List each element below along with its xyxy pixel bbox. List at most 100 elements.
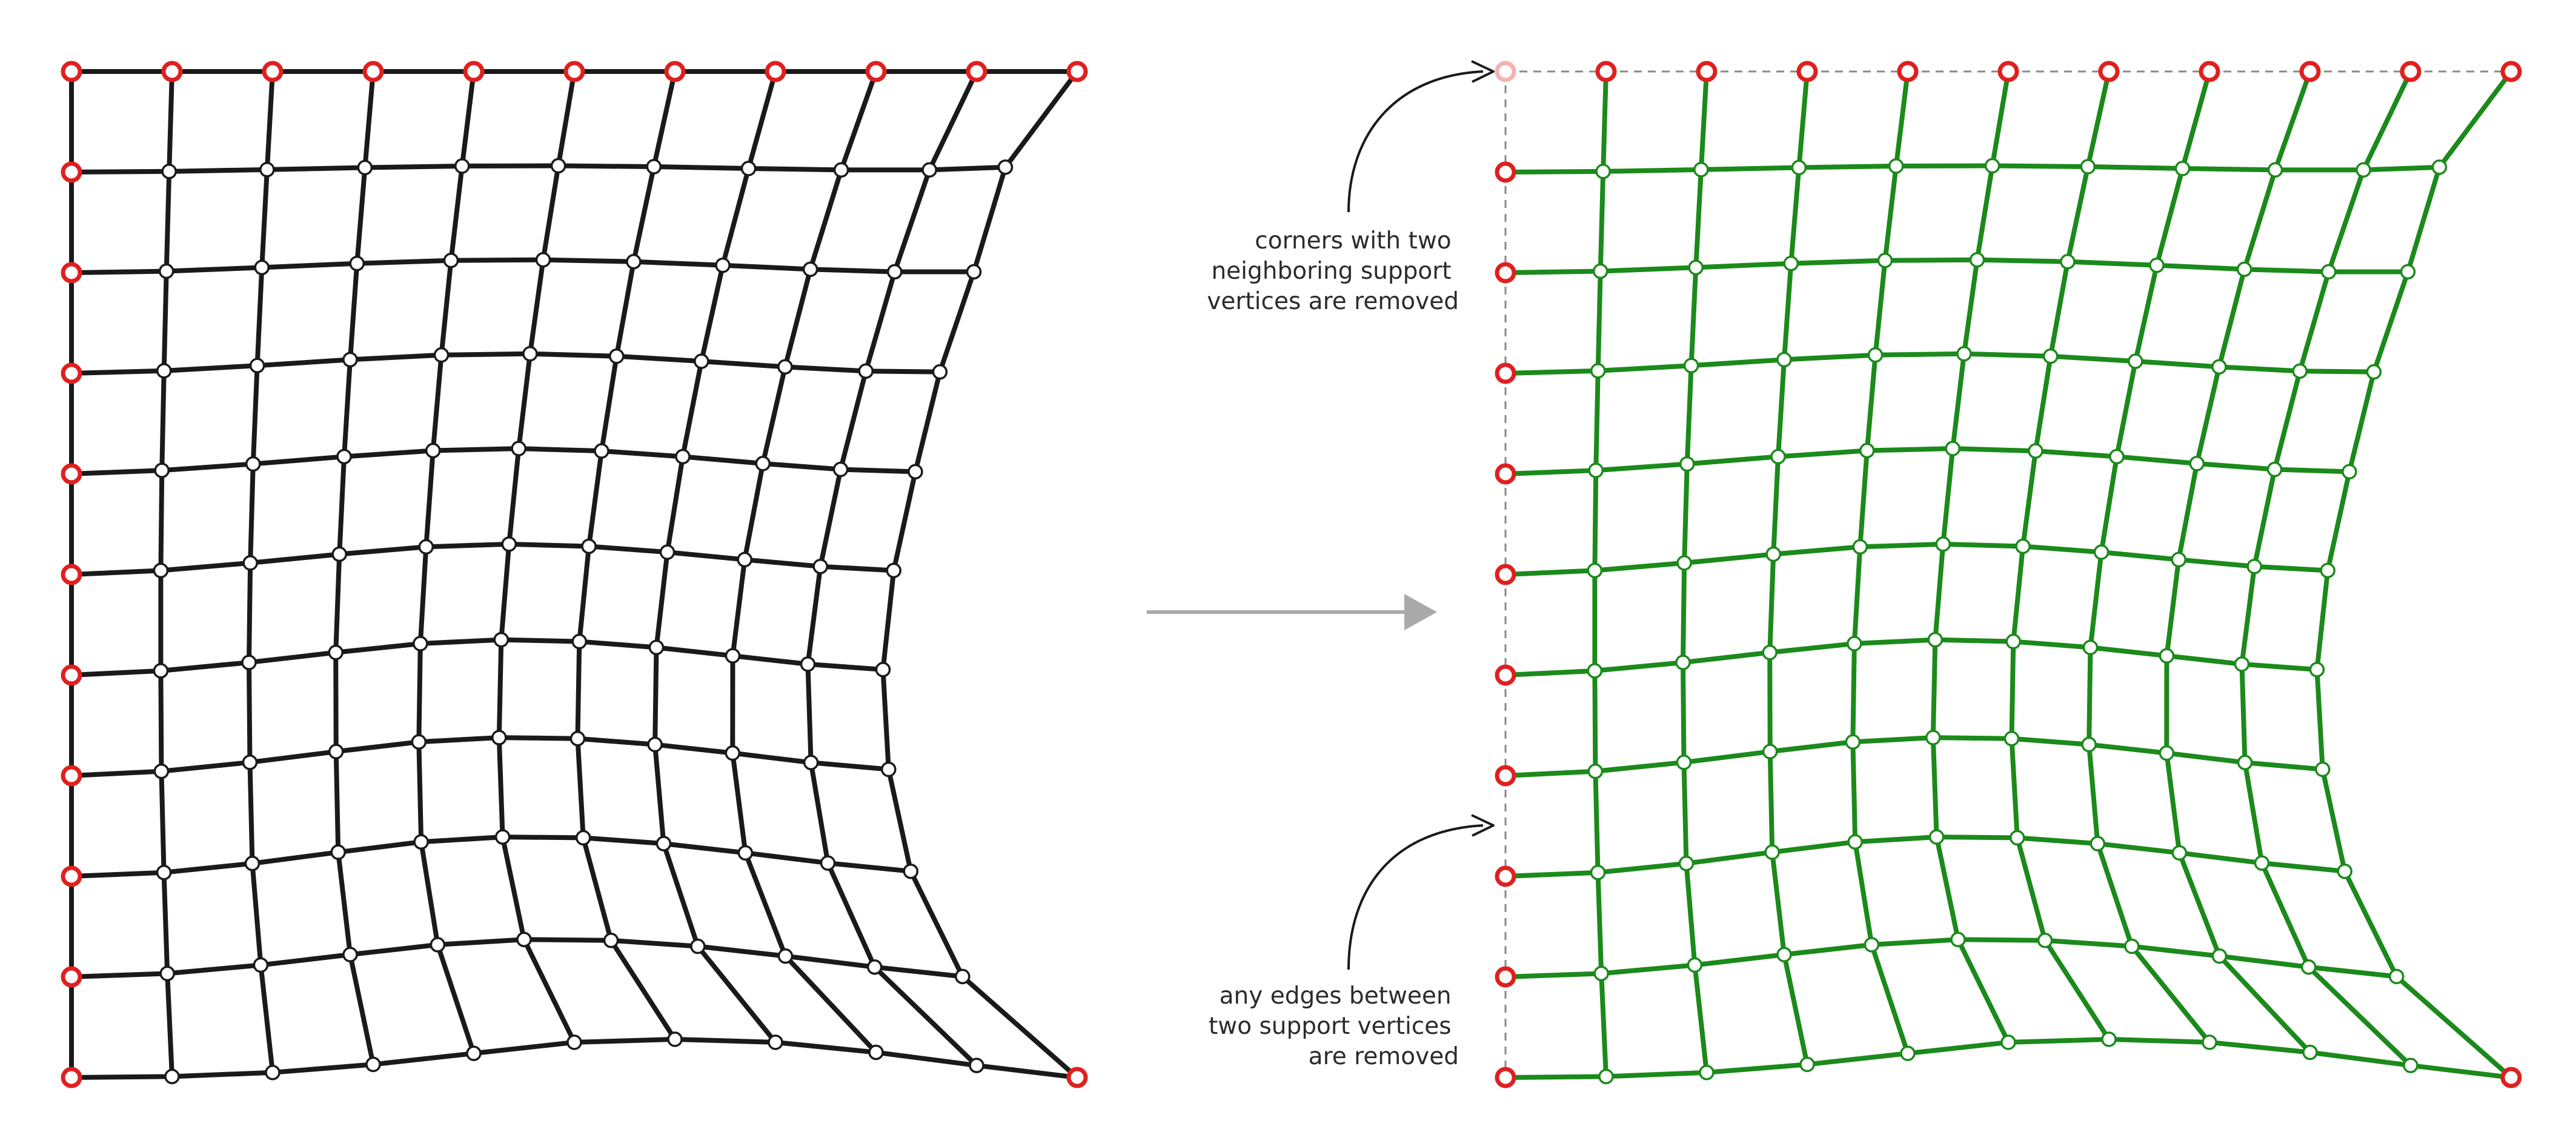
mesh-edge bbox=[159, 759, 253, 774]
mesh-edge bbox=[159, 368, 167, 473]
mesh-edge bbox=[69, 468, 165, 476]
mesh-edge bbox=[2133, 359, 2222, 370]
mesh-edge bbox=[1599, 971, 1608, 1079]
mesh-edge bbox=[874, 1050, 979, 1068]
mesh-edge bbox=[1873, 351, 1967, 358]
mesh-edge bbox=[2114, 454, 2200, 466]
mesh-vertex bbox=[2128, 353, 2143, 369]
mesh-edge bbox=[499, 637, 582, 644]
mesh-edge bbox=[699, 359, 788, 370]
mesh-edge bbox=[2095, 841, 2182, 856]
mesh-edge bbox=[336, 850, 353, 958]
mesh-edge bbox=[908, 868, 965, 979]
support-vertex bbox=[262, 61, 284, 82]
mesh-vertex bbox=[921, 162, 937, 178]
mesh-vertex bbox=[886, 562, 901, 579]
mesh-vertex bbox=[886, 264, 903, 280]
mesh-edge bbox=[1503, 870, 1601, 879]
mesh-edge bbox=[1796, 164, 1899, 170]
mesh-vertex bbox=[357, 159, 373, 176]
mesh-edge bbox=[416, 735, 502, 745]
mesh-edge bbox=[746, 69, 778, 172]
annotation-bottom-line-3: are removed bbox=[1309, 1043, 1459, 1070]
mesh-vertex bbox=[2010, 830, 2025, 846]
mesh-vertex bbox=[1588, 462, 1604, 478]
mesh-vertex bbox=[576, 830, 591, 846]
right-arrow-icon bbox=[1147, 594, 1437, 630]
mesh-vertex bbox=[608, 348, 625, 364]
support-vertex bbox=[161, 61, 183, 82]
mesh-vertex bbox=[2366, 364, 2382, 380]
mesh-edge bbox=[270, 1062, 376, 1075]
mesh-edge bbox=[1593, 461, 1690, 473]
mesh-edge bbox=[2314, 667, 2325, 772]
mesh-vertex bbox=[1764, 844, 1780, 860]
mesh-edge bbox=[1933, 637, 2016, 644]
mesh-edge bbox=[1692, 962, 1709, 1075]
mesh-edge bbox=[2011, 544, 2026, 644]
mesh-edge bbox=[165, 971, 174, 1079]
mesh-edge bbox=[371, 1051, 476, 1067]
mesh-edge bbox=[1767, 739, 1856, 755]
mesh-edge bbox=[1698, 165, 1802, 172]
mesh-edge bbox=[250, 861, 264, 968]
support-vertex bbox=[61, 765, 82, 787]
mesh-vertex bbox=[516, 931, 532, 947]
mesh-edge bbox=[1595, 870, 1604, 976]
mesh-edge bbox=[665, 550, 748, 562]
mesh-edge bbox=[2020, 544, 2104, 555]
mesh-vertex bbox=[594, 443, 609, 459]
mesh-edge bbox=[1961, 257, 1980, 356]
mesh-edge bbox=[1940, 541, 2026, 549]
mesh-edge bbox=[435, 937, 526, 947]
mesh-vertex bbox=[241, 655, 257, 670]
mesh-edge bbox=[1950, 446, 2038, 454]
mesh-edge bbox=[1934, 835, 2020, 841]
mesh-edge bbox=[805, 661, 886, 672]
mesh-edge bbox=[2242, 760, 2265, 866]
mesh-vertex bbox=[342, 947, 358, 962]
mesh-vertex bbox=[725, 745, 741, 761]
mesh-vertex bbox=[259, 162, 275, 178]
mesh-edge bbox=[333, 641, 423, 655]
mesh-edge bbox=[159, 461, 256, 473]
mesh-vertex bbox=[2090, 836, 2106, 851]
mesh-edge bbox=[2239, 661, 2248, 765]
mesh-vertex bbox=[581, 538, 597, 555]
mesh-edge bbox=[1853, 839, 1874, 947]
mesh-edge bbox=[1688, 265, 1699, 368]
mesh-vertex bbox=[2266, 461, 2283, 478]
mesh-edge bbox=[2033, 353, 2053, 454]
mesh-edge bbox=[880, 667, 891, 772]
mesh-edge bbox=[264, 165, 368, 172]
mesh-edge bbox=[927, 69, 979, 173]
mesh-vertex bbox=[2037, 932, 2053, 948]
processed-mesh bbox=[1495, 61, 2522, 1088]
mesh-vertex bbox=[603, 932, 619, 948]
mesh-edge bbox=[336, 839, 424, 855]
mesh-edge bbox=[416, 641, 423, 745]
mesh-edge bbox=[2009, 736, 2092, 747]
mesh-edge bbox=[2252, 564, 2331, 573]
mesh-edge bbox=[808, 760, 831, 866]
mesh-edge bbox=[1853, 835, 1939, 845]
mesh-edge bbox=[838, 467, 918, 475]
mesh-edge bbox=[838, 69, 878, 173]
mesh-edge bbox=[1693, 167, 1704, 270]
mesh-vertex bbox=[249, 358, 265, 373]
mesh-edges bbox=[1503, 69, 2514, 1080]
mesh-edge bbox=[1503, 971, 1604, 979]
mesh-edge bbox=[760, 461, 843, 472]
mesh-vertex bbox=[156, 363, 172, 379]
mesh-edge bbox=[1681, 759, 1689, 866]
mesh-edge bbox=[448, 164, 465, 263]
mesh-vertex bbox=[1679, 456, 1695, 472]
mesh-vertex bbox=[2292, 363, 2308, 379]
mesh-edge bbox=[1781, 952, 1810, 1067]
mesh-vertex bbox=[164, 1068, 180, 1085]
mesh-vertex bbox=[1687, 957, 1703, 973]
support-vertex bbox=[61, 966, 82, 988]
mesh-vertex bbox=[336, 448, 352, 465]
mesh-edge bbox=[516, 351, 533, 451]
mesh-edge bbox=[2194, 461, 2277, 472]
